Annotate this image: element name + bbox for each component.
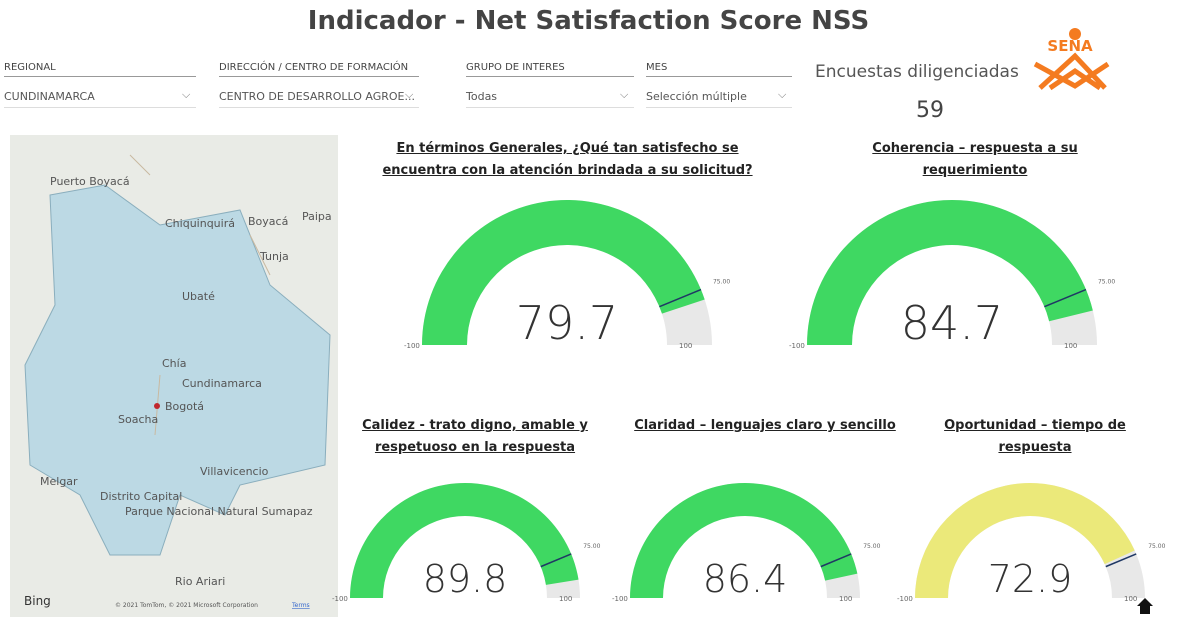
gauge-min-label: -100 — [332, 595, 348, 603]
filter-label: REGIONAL — [4, 62, 196, 77]
gauge-target-label: 75.00 — [713, 279, 730, 286]
filter-label: DIRECCIÓN / CENTRO DE FORMACIÓN — [219, 62, 419, 77]
home-button[interactable] — [1135, 596, 1155, 616]
gauge-value-label: 89.8 — [423, 557, 508, 601]
gauge-target-label: 75.00 — [1148, 543, 1165, 550]
gauge-max-label: 100 — [679, 342, 692, 350]
dropdown-arrow: ⌵ — [405, 88, 413, 102]
gauge-max-label: 100 — [839, 595, 852, 603]
gauge-title: Coherencia – respuesta a su requerimient… — [850, 138, 1100, 182]
dashboard: Indicador - Net Satisfaction Score NSS S… — [0, 0, 1177, 642]
filter-dropdown[interactable]: CUNDINAMARCA — [4, 86, 196, 108]
dropdown-arrow: ⌵ — [182, 88, 190, 102]
gauge-min-label: -100 — [897, 595, 913, 603]
gauge-target-label: 75.00 — [863, 543, 880, 550]
gauge-value-label: 72.9 — [988, 557, 1073, 601]
gauge-min-label: -100 — [612, 595, 628, 603]
filter-dropdown[interactable]: CENTRO DE DESARROLLO AGROE... — [219, 86, 419, 108]
filter-dropdown[interactable]: Selección múltiple — [646, 86, 792, 108]
dropdown-arrow: ⌵ — [778, 88, 786, 102]
gauge-min-label: -100 — [789, 342, 805, 350]
gauge-value-label: 79.7 — [516, 296, 618, 350]
gauge-title: Claridad – lenguajes claro y sencillo — [625, 415, 905, 437]
filter-dropdown[interactable]: Todas — [466, 86, 634, 108]
gauge-value-label: 86.4 — [703, 557, 788, 601]
gauge-title: Oportunidad – tiempo de respuesta — [930, 415, 1140, 459]
gauge-target-label: 75.00 — [583, 543, 600, 550]
gauge-target-label: 75.00 — [1098, 279, 1115, 286]
gauge-value-label: 84.7 — [901, 296, 1003, 350]
gauge-title: En términos Generales, ¿Qué tan satisfec… — [380, 138, 755, 182]
gauge-title: Calidez - trato digno, amable y respetuo… — [345, 415, 605, 459]
dropdown-arrow: ⌵ — [620, 88, 628, 102]
filter-label: GRUPO DE INTERES — [466, 62, 634, 77]
gauge-max-label: 100 — [1064, 342, 1077, 350]
filter-label: MES — [646, 62, 792, 77]
gauge-max-label: 100 — [559, 595, 572, 603]
gauge-min-label: -100 — [404, 342, 420, 350]
